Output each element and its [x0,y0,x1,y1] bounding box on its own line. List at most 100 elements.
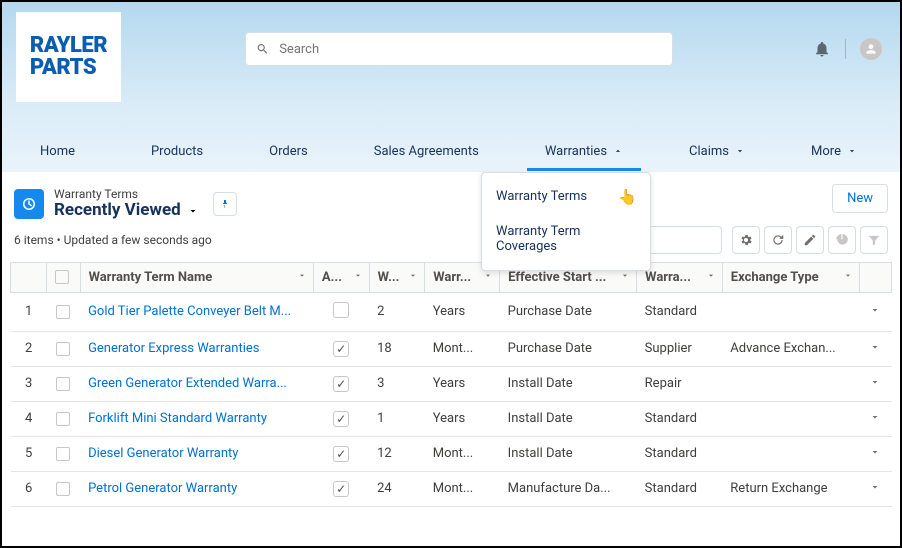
chevron-down-icon [869,376,881,388]
duration-cell: 24 [369,471,425,506]
exchange-type-cell [722,292,859,331]
chevron-down-icon [869,481,881,493]
col-name[interactable]: Warranty Term Name [80,262,313,292]
warranty-type-cell: Standard [637,471,723,506]
list-view-content: Warranty Terms Recently Viewed New 6 ite… [2,172,900,507]
unit-cell: Years [425,401,500,436]
table-row: 4Forklift Mini Standard Warranty1YearsIn… [11,401,892,436]
brand-line2: PARTS [30,55,96,80]
unit-cell: Mont... [425,331,500,366]
nav-home[interactable]: Home [22,132,93,171]
list-view-picker[interactable]: Recently Viewed [54,201,199,220]
row-actions[interactable] [859,471,891,506]
duration-cell: 18 [369,331,425,366]
exchange-type-cell: Return Exchange [722,471,859,506]
row-select[interactable] [47,366,80,401]
notifications-icon[interactable] [813,40,831,58]
chevron-down-icon [869,304,881,316]
nav-more[interactable]: More [793,132,875,171]
chevron-down-icon [735,146,745,156]
nav-claims[interactable]: Claims [671,132,763,171]
chevron-down-icon [483,271,493,281]
duration-cell: 3 [369,366,425,401]
table-row: 5Diesel Generator Warranty12Mont...Insta… [11,436,892,471]
dropdown-warranty-term-coverages[interactable]: Warranty Term Coverages [482,214,650,264]
col-active[interactable]: A... [313,262,369,292]
unit-cell: Years [425,292,500,331]
chevron-down-icon [706,271,716,281]
col-select[interactable] [47,262,80,292]
global-search[interactable] [245,32,673,66]
unit-cell: Mont... [425,471,500,506]
refresh-icon [771,233,785,247]
chart-button[interactable] [828,226,856,254]
chevron-down-icon [869,411,881,423]
col-exchange-type[interactable]: Exchange Type [722,262,859,292]
filter-button[interactable] [860,226,888,254]
warranty-type-cell: Standard [637,436,723,471]
warranty-term-link[interactable]: Gold Tier Palette Conveyer Belt M... [80,292,313,331]
duration-cell: 1 [369,401,425,436]
chevron-down-icon [353,271,363,281]
row-select[interactable] [47,436,80,471]
pin-list-button[interactable] [213,192,237,216]
row-actions[interactable] [859,292,891,331]
warranty-term-link[interactable]: Petrol Generator Warranty [80,471,313,506]
row-select[interactable] [47,401,80,436]
effective-start-cell: Install Date [500,436,637,471]
effective-start-cell: Install Date [500,401,637,436]
exchange-type-cell [722,401,859,436]
table-row: 6Petrol Generator Warranty24Mont...Manuf… [11,471,892,506]
list-header: Warranty Terms Recently Viewed New [10,182,892,224]
exchange-type-cell: Advance Exchan... [722,331,859,366]
warranty-term-link[interactable]: Generator Express Warranties [80,331,313,366]
chevron-down-icon [869,341,881,353]
row-number: 3 [11,366,47,401]
warranty-type-cell: Standard [637,292,723,331]
exchange-type-cell [722,366,859,401]
new-button[interactable]: New [832,184,888,213]
warranty-term-link[interactable]: Green Generator Extended Warra... [80,366,313,401]
header-divider [845,39,846,59]
row-actions[interactable] [859,401,891,436]
chevron-down-icon [297,271,307,281]
list-subheader: 6 items • Updated a few seconds ago [10,224,892,262]
col-duration[interactable]: W... [369,262,425,292]
warranty-type-cell: Supplier [637,331,723,366]
refresh-button[interactable] [764,226,792,254]
col-actions [859,262,891,292]
nav-sales-agreements[interactable]: Sales Agreements [356,132,497,171]
nav-orders[interactable]: Orders [251,132,326,171]
warranty-term-link[interactable]: Forklift Mini Standard Warranty [80,401,313,436]
table-row: 2Generator Express Warranties18Mont...Pu… [11,331,892,366]
primary-nav: Home Products Orders Sales Agreements Wa… [2,130,900,172]
chevron-down-icon [620,271,630,281]
unit-cell: Mont... [425,436,500,471]
row-select[interactable] [47,292,80,331]
chevron-down-icon [869,446,881,458]
active-cell [313,331,369,366]
table-row: 1Gold Tier Palette Conveyer Belt M...2Ye… [11,292,892,331]
global-search-input[interactable] [279,42,662,57]
row-number: 2 [11,331,47,366]
warranty-term-link[interactable]: Diesel Generator Warranty [80,436,313,471]
user-avatar[interactable] [860,38,882,60]
row-actions[interactable] [859,436,891,471]
nav-warranties[interactable]: Warranties [527,132,641,171]
chevron-down-icon [187,205,199,217]
pencil-icon [803,233,817,247]
row-select[interactable] [47,471,80,506]
list-meta: 6 items • Updated a few seconds ago [14,233,537,247]
row-actions[interactable] [859,366,891,401]
row-actions[interactable] [859,331,891,366]
nav-products[interactable]: Products [133,132,221,171]
row-select[interactable] [47,331,80,366]
warranty-type-cell: Repair [637,366,723,401]
cursor-pointer-icon: 👆 [618,188,637,206]
search-icon [256,42,269,56]
list-settings-button[interactable] [732,226,760,254]
edit-button[interactable] [796,226,824,254]
active-cell [313,292,369,331]
table-row: 3Green Generator Extended Warra...3Years… [11,366,892,401]
warranty-terms-table: Warranty Term Name A... W... Warr... Eff… [10,262,892,507]
